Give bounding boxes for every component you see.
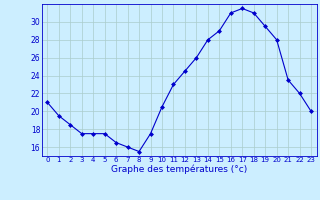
X-axis label: Graphe des températures (°c): Graphe des températures (°c) — [111, 165, 247, 174]
